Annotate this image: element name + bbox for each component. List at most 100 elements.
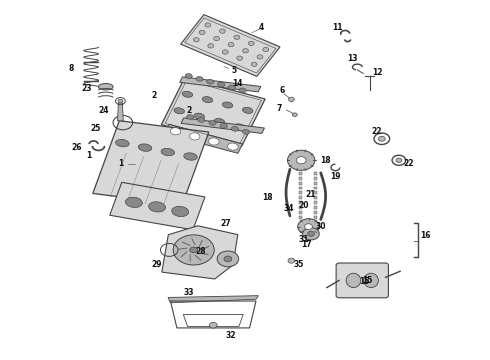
Circle shape	[190, 247, 197, 253]
Circle shape	[222, 50, 228, 54]
Bar	[314, 211, 317, 214]
Ellipse shape	[243, 107, 253, 113]
Ellipse shape	[222, 102, 233, 108]
Text: 15: 15	[362, 276, 372, 285]
Polygon shape	[165, 124, 243, 153]
Ellipse shape	[234, 124, 245, 130]
Text: 5: 5	[231, 66, 236, 75]
Text: 28: 28	[196, 247, 206, 256]
Bar	[314, 186, 317, 189]
Circle shape	[396, 158, 402, 162]
Ellipse shape	[243, 130, 250, 134]
Text: 34: 34	[284, 204, 294, 213]
Circle shape	[293, 113, 297, 117]
Bar	[314, 196, 317, 199]
Bar	[299, 177, 302, 180]
Text: 24: 24	[98, 105, 109, 114]
Ellipse shape	[228, 85, 236, 90]
Circle shape	[298, 219, 319, 234]
Ellipse shape	[185, 73, 192, 78]
Bar	[299, 186, 302, 189]
Circle shape	[205, 23, 211, 27]
Ellipse shape	[239, 88, 246, 93]
Polygon shape	[168, 296, 258, 303]
Polygon shape	[180, 77, 261, 92]
Ellipse shape	[174, 108, 184, 114]
Ellipse shape	[189, 133, 200, 140]
Ellipse shape	[116, 139, 129, 147]
Bar	[299, 201, 302, 204]
Ellipse shape	[187, 114, 194, 119]
Text: 27: 27	[220, 219, 231, 228]
Ellipse shape	[208, 138, 219, 145]
Bar	[299, 216, 302, 219]
Polygon shape	[162, 226, 238, 279]
Ellipse shape	[196, 76, 203, 81]
Circle shape	[248, 41, 254, 46]
Text: 2: 2	[151, 91, 157, 100]
Ellipse shape	[194, 113, 204, 119]
Ellipse shape	[218, 82, 225, 87]
Bar	[314, 216, 317, 219]
Text: 31: 31	[298, 235, 309, 244]
Circle shape	[220, 29, 225, 33]
Polygon shape	[93, 121, 209, 205]
Text: 33: 33	[184, 288, 194, 297]
Circle shape	[173, 235, 214, 265]
Text: 22: 22	[372, 127, 382, 136]
Circle shape	[378, 136, 385, 141]
Bar	[299, 211, 302, 214]
Ellipse shape	[170, 128, 181, 135]
Circle shape	[308, 231, 315, 236]
Bar	[299, 196, 302, 199]
Text: 20: 20	[298, 201, 309, 210]
Circle shape	[228, 42, 234, 47]
Circle shape	[305, 224, 313, 229]
Text: 23: 23	[81, 84, 92, 93]
Text: 30: 30	[316, 222, 326, 231]
Polygon shape	[118, 103, 123, 121]
Circle shape	[263, 48, 269, 52]
Circle shape	[296, 157, 306, 164]
Ellipse shape	[198, 118, 205, 122]
Ellipse shape	[138, 144, 152, 151]
Circle shape	[303, 228, 319, 240]
Ellipse shape	[148, 202, 166, 212]
Ellipse shape	[214, 118, 224, 125]
Bar	[314, 206, 317, 209]
Circle shape	[234, 35, 240, 39]
Circle shape	[209, 322, 217, 328]
Polygon shape	[161, 77, 265, 146]
Text: 16: 16	[420, 231, 431, 240]
Circle shape	[224, 256, 232, 262]
Bar	[299, 172, 302, 175]
Circle shape	[289, 97, 294, 102]
Ellipse shape	[182, 91, 193, 97]
Ellipse shape	[220, 123, 227, 128]
Ellipse shape	[184, 153, 197, 160]
Ellipse shape	[125, 197, 143, 207]
Bar	[314, 172, 317, 175]
Text: 18: 18	[320, 156, 331, 165]
Bar	[299, 182, 302, 185]
Ellipse shape	[172, 206, 189, 217]
Bar	[299, 192, 302, 194]
Text: 29: 29	[152, 260, 162, 269]
Text: 25: 25	[91, 123, 101, 132]
Text: 14: 14	[232, 79, 243, 88]
Text: 2: 2	[186, 105, 192, 114]
Text: 6: 6	[279, 86, 284, 95]
Circle shape	[243, 49, 248, 53]
Polygon shape	[110, 182, 205, 230]
Text: 35: 35	[294, 260, 304, 269]
Text: 8: 8	[69, 64, 74, 73]
Text: 12: 12	[372, 68, 382, 77]
FancyBboxPatch shape	[336, 263, 389, 298]
Text: 22: 22	[403, 159, 414, 168]
Text: 7: 7	[276, 104, 282, 113]
Circle shape	[118, 99, 123, 103]
Circle shape	[214, 36, 220, 41]
Text: 11: 11	[333, 23, 343, 32]
Circle shape	[217, 251, 239, 267]
Polygon shape	[181, 15, 280, 76]
